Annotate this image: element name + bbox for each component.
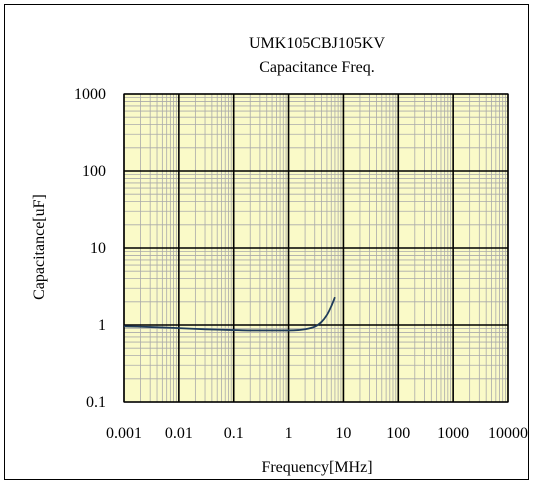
y-tick-label: 1000 (74, 86, 106, 103)
x-tick-label: 0.001 (106, 425, 142, 442)
x-tick-label: 1000 (437, 425, 469, 442)
y-axis-label: Capacitance[uF] (31, 194, 48, 300)
chart-title: UMK105CBJ105KV (249, 35, 385, 52)
y-tick-label: 10 (90, 240, 106, 257)
y-tick-label: 1 (98, 317, 106, 334)
y-tick-label: 0.1 (86, 394, 106, 411)
y-tick-label: 100 (82, 163, 106, 180)
x-tick-label: 10 (335, 425, 351, 442)
plot-border (123, 93, 509, 403)
x-axis-label: Frequency[MHz] (261, 459, 372, 476)
chart-subtitle: Capacitance Freq. (259, 59, 375, 76)
axes: 0.001 0.01 0.1 1 10 100 1000 10000 0.1 1 10 100 1000 (74, 86, 528, 442)
x-tick-label: 1 (285, 425, 293, 442)
x-tick-label: 0.1 (224, 425, 244, 442)
plot-area (123, 93, 509, 403)
x-tick-label: 100 (386, 425, 410, 442)
x-tick-label: 0.01 (165, 425, 193, 442)
x-tick-label: 10000 (488, 425, 528, 442)
